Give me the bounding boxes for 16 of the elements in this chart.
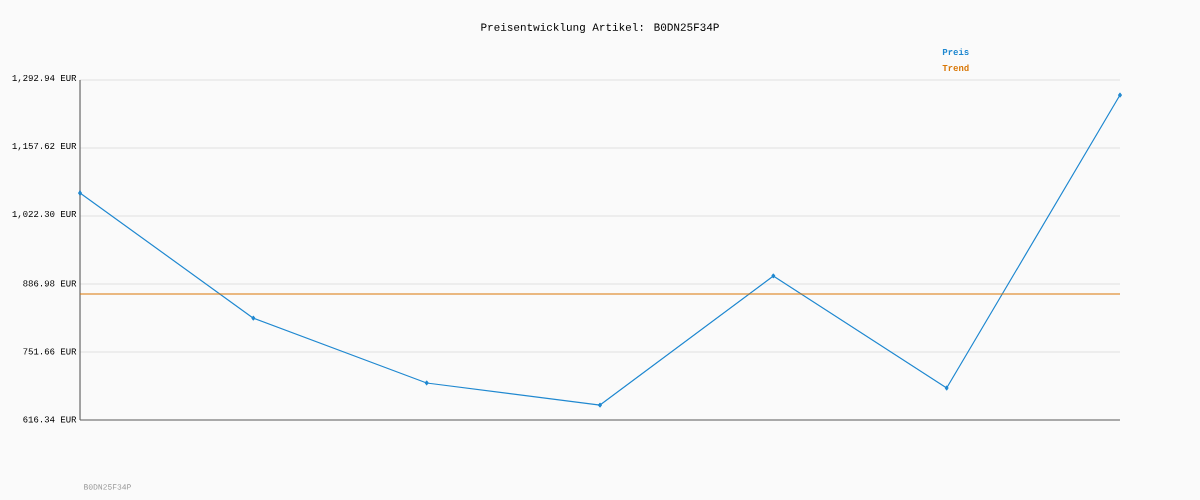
point [598, 402, 602, 408]
y-tick-label: 1,022.30 EUR [12, 210, 77, 219]
y-tick-label: 616.34 EUR [23, 416, 77, 423]
y-tick-label: 886.98 EUR [23, 280, 77, 287]
y-tick-label: 1,292.94 EUR [12, 74, 77, 83]
point [78, 190, 82, 196]
point [424, 380, 429, 386]
chart-title: Preisentwicklung Artikel: B0DN25F34P [481, 22, 719, 34]
point [251, 315, 256, 321]
text: Preis [942, 48, 969, 56]
point [771, 273, 776, 279]
y-tick-label: 751.66 EUR [23, 348, 77, 355]
text: Trend [942, 64, 969, 71]
point [944, 385, 949, 391]
point [1118, 92, 1122, 98]
y-tick-label: 1,157.62 EUR [12, 142, 77, 151]
